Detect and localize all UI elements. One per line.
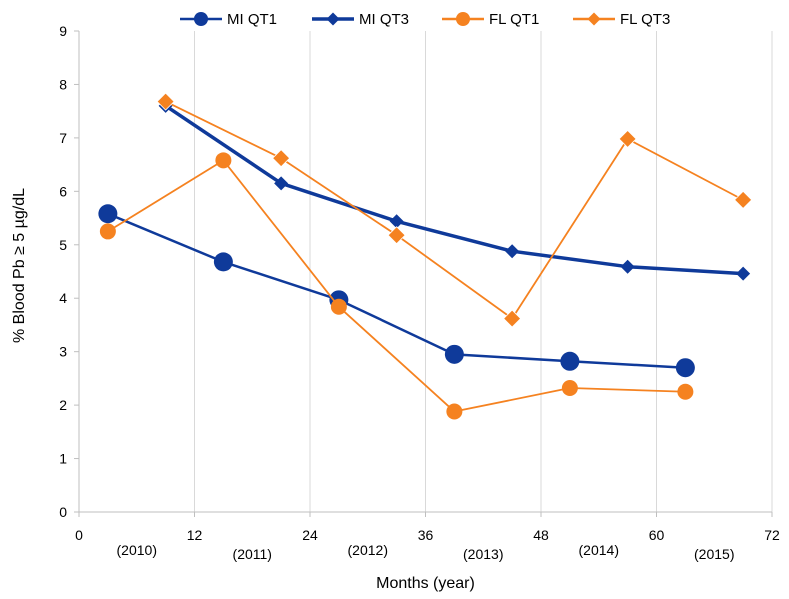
x-tick-label: 36 [418,527,434,543]
data-point [389,214,404,229]
legend-item: MI QT3 [312,11,409,28]
x-tick-label: 72 [764,527,780,543]
y-tick-label: 1 [59,451,67,467]
x-tick-label: 0 [75,527,83,543]
series [98,92,753,420]
legend-swatch-marker [326,12,340,26]
y-tick-label: 6 [59,183,67,199]
data-point [734,190,753,209]
legend-label: MI QT3 [359,11,409,28]
y-tick-label: 9 [59,23,67,39]
x-tick-label: 60 [649,527,665,543]
data-point [98,204,118,224]
data-point [505,244,520,259]
series-line [107,159,686,413]
data-point [215,152,232,169]
data-point [444,344,464,364]
y-tick-label: 0 [59,504,67,520]
gridlines [194,31,773,512]
legend-item: FL QT3 [573,11,670,28]
y-tick-label: 2 [59,397,67,413]
legend-item: FL QT1 [442,11,539,28]
x-axis-title: Months (year) [376,575,475,592]
x-year-label: (2013) [463,546,503,562]
data-point [330,298,347,315]
data-point [618,129,637,149]
data-point [274,176,289,191]
data-point [560,351,580,371]
series-line [107,212,686,369]
data-point [156,92,175,111]
x-tick-label: 48 [533,527,549,543]
data-point [503,309,522,328]
data-point [272,149,291,168]
legend: MI QT1 MI QT3 FL QT1 FL QT3 [180,11,670,28]
series-fl-qt3 [156,92,753,328]
data-point [99,223,116,240]
data-point [736,266,751,281]
y-tick-label: 3 [59,344,67,360]
x-tick-label: 12 [187,527,203,543]
data-point [677,383,694,400]
x-tick-label: 24 [302,527,318,543]
legend-swatch-marker [587,12,601,26]
legend-swatch-marker [194,12,208,26]
legend-label: FL QT1 [489,11,539,28]
legend-label: FL QT3 [620,11,670,28]
y-tick-label: 4 [59,290,67,306]
x-year-label: (2012) [348,542,388,558]
y-tick-label: 7 [59,130,67,146]
data-point [213,252,233,272]
series-fl-qt1 [99,152,694,420]
series-line [165,100,744,320]
y-tick-label: 8 [59,76,67,92]
data-point [675,358,695,378]
x-year-label: (2014) [579,542,619,558]
series-line [164,104,744,276]
legend-item: MI QT1 [180,11,277,28]
data-point [387,226,406,245]
x-year-label: (2010) [117,542,157,558]
y-tick-label: 5 [59,237,67,253]
x-year-label: (2011) [233,546,272,562]
legend-swatch-marker [456,12,470,26]
data-point [620,259,635,274]
x-year-label: (2015) [694,546,734,562]
y-axis-title: % Blood Pb ≥ 5 µg/dL [11,188,28,343]
legend-label: MI QT1 [227,11,277,28]
data-point [446,403,463,420]
data-point [561,380,578,397]
